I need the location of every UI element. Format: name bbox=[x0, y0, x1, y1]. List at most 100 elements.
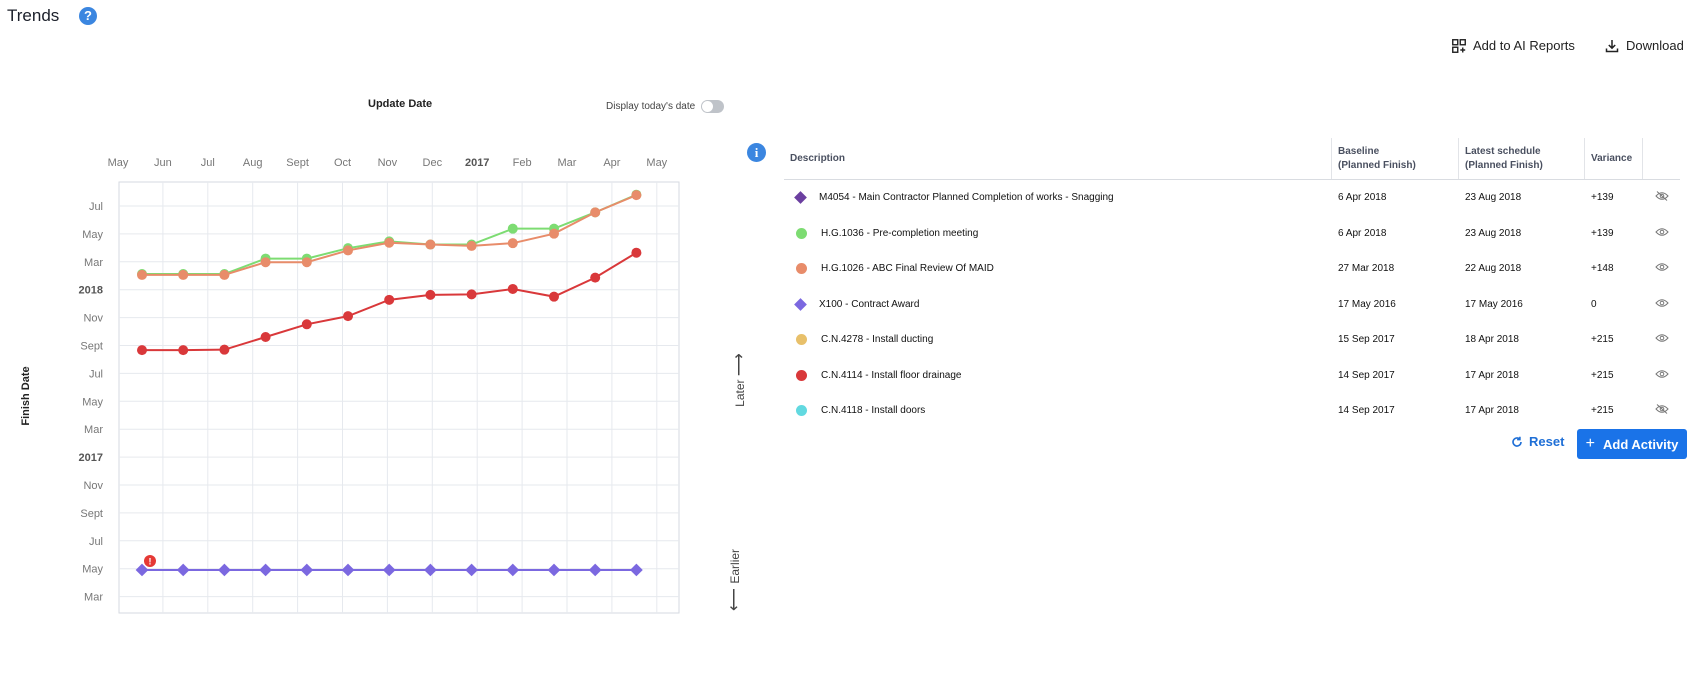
y-tick-label: Jul bbox=[89, 201, 103, 213]
plot-area bbox=[118, 181, 680, 614]
visibility-toggle[interactable] bbox=[1643, 191, 1680, 204]
y-tick-label: May bbox=[82, 564, 103, 576]
x-tick-label: Apr bbox=[603, 157, 620, 169]
description-cell: C.N.4114 - Install floor drainage bbox=[784, 369, 1332, 381]
display-today-label: Display today's date bbox=[606, 101, 696, 112]
info-icon[interactable]: i bbox=[747, 143, 766, 162]
column-baseline-label: Baseline (Planned Finish) bbox=[1338, 145, 1416, 173]
column-latest-line-1: Latest schedule bbox=[1465, 145, 1541, 157]
description-text: C.N.4278 - Install ducting bbox=[821, 334, 934, 346]
data-point bbox=[631, 247, 642, 258]
data-point bbox=[343, 245, 353, 256]
reset-button[interactable]: Reset bbox=[1511, 434, 1564, 449]
update-date-label: Update Date bbox=[368, 98, 433, 110]
x-tick-label: Jul bbox=[201, 157, 215, 169]
baseline-cell: 27 Mar 2018 bbox=[1338, 263, 1395, 275]
x-tick-label: Oct bbox=[334, 157, 351, 169]
description-cell: X100 - Contract Award bbox=[784, 297, 1332, 311]
x-tick-label: 2017 bbox=[465, 157, 489, 169]
data-point bbox=[301, 257, 312, 268]
y-tick-label: Sept bbox=[80, 341, 103, 353]
column-variance[interactable]: Variance bbox=[1585, 138, 1643, 179]
data-point bbox=[590, 207, 601, 218]
column-description[interactable]: Description bbox=[784, 138, 1332, 179]
description-text: M4054 - Main Contractor Planned Completi… bbox=[819, 192, 1114, 204]
eye-icon bbox=[1655, 228, 1669, 236]
data-point bbox=[260, 257, 271, 268]
table-row[interactable]: X100 - Contract Award 17 May 2016 17 May 2… bbox=[784, 287, 1680, 323]
download-button[interactable]: Download bbox=[1605, 38, 1684, 53]
visibility-toggle[interactable] bbox=[1643, 262, 1680, 275]
column-description-label: Description bbox=[790, 152, 846, 164]
circle-marker-icon bbox=[796, 334, 807, 346]
data-point bbox=[590, 272, 601, 283]
visibility-toggle[interactable] bbox=[1643, 298, 1680, 311]
diamond-marker-icon bbox=[794, 191, 807, 205]
column-baseline[interactable]: Baseline (Planned Finish) bbox=[1332, 138, 1459, 179]
description-text: X100 - Contract Award bbox=[819, 298, 920, 310]
data-point bbox=[384, 237, 395, 248]
variance-cell: 0 bbox=[1591, 298, 1597, 310]
table-row[interactable]: C.N.4114 - Install floor drainage 14 Sep … bbox=[784, 358, 1680, 394]
arrow-up-icon: ⟶ bbox=[730, 353, 748, 377]
eye-off-icon bbox=[1655, 404, 1669, 415]
data-point bbox=[137, 345, 147, 356]
data-point bbox=[425, 289, 436, 300]
add-to-ai-reports-button[interactable]: Add to AI Reports bbox=[1452, 38, 1575, 53]
data-point bbox=[507, 238, 518, 249]
description-text: C.N.4114 - Install floor drainage bbox=[821, 369, 962, 381]
table-row[interactable]: M4054 - Main Contractor Planned Completi… bbox=[784, 180, 1680, 216]
y-tick-label: 2018 bbox=[79, 285, 103, 297]
visibility-toggle[interactable] bbox=[1643, 369, 1680, 382]
trend-chart: May Jun Jul Aug Sept Oct Nov Dec 2017 Feb Mar Apr Ma… bbox=[79, 157, 680, 614]
table-row[interactable]: H.G.1036 - Pre-completion meeting 6 Apr 2… bbox=[784, 216, 1680, 252]
table-row[interactable]: H.G.1026 - ABC Final Review Of MAID 27 Ma… bbox=[784, 251, 1680, 287]
data-point bbox=[178, 269, 189, 280]
baseline-cell: 14 Sep 2017 bbox=[1338, 369, 1395, 381]
visibility-toggle[interactable] bbox=[1643, 227, 1680, 240]
latest-cell: 17 Apr 2018 bbox=[1465, 369, 1519, 381]
circle-marker-icon bbox=[796, 405, 807, 417]
later-annotation: Later ⟶ bbox=[729, 353, 749, 407]
add-activity-button[interactable]: + Add Activity bbox=[1577, 429, 1687, 459]
description-cell: H.G.1036 - Pre-completion meeting bbox=[784, 227, 1332, 239]
data-point bbox=[137, 269, 147, 280]
data-point bbox=[549, 228, 559, 239]
eye-off-icon bbox=[1655, 191, 1669, 202]
data-point bbox=[466, 240, 477, 251]
baseline-cell: 6 Apr 2018 bbox=[1338, 192, 1387, 204]
baseline-cell: 14 Sep 2017 bbox=[1338, 405, 1395, 417]
description-cell: C.N.4278 - Install ducting bbox=[784, 334, 1332, 346]
data-point bbox=[219, 344, 230, 355]
y-tick-label: Nov bbox=[83, 313, 103, 325]
description-cell: C.N.4118 - Install doors bbox=[784, 405, 1332, 417]
data-point bbox=[178, 345, 189, 356]
visibility-toggle[interactable] bbox=[1643, 333, 1680, 346]
column-variance-label: Variance bbox=[1591, 152, 1633, 164]
column-latest-label: Latest schedule (Planned Finish) bbox=[1465, 145, 1543, 173]
earlier-annotation: ⟵ Earlier bbox=[724, 549, 744, 611]
data-point bbox=[507, 223, 518, 234]
description-text: C.N.4118 - Install doors bbox=[821, 405, 926, 417]
dashboard-icon bbox=[1452, 38, 1466, 53]
variance-cell: +215 bbox=[1591, 369, 1614, 381]
variance-cell: +215 bbox=[1591, 405, 1614, 417]
variance-cell: +139 bbox=[1591, 192, 1614, 204]
diamond-marker-icon bbox=[794, 297, 807, 311]
add-to-ai-reports-label: Add to AI Reports bbox=[1473, 38, 1575, 53]
refresh-icon bbox=[1512, 436, 1522, 447]
table-row[interactable]: C.N.4118 - Install doors 14 Sep 2017 17 Ap… bbox=[784, 393, 1680, 429]
x-tick-label: Feb bbox=[513, 157, 532, 169]
latest-cell: 22 Aug 2018 bbox=[1465, 263, 1522, 275]
plus-icon: + bbox=[1585, 435, 1595, 452]
help-icon[interactable]: ? bbox=[79, 7, 97, 25]
column-latest[interactable]: Latest schedule (Planned Finish) bbox=[1459, 138, 1585, 179]
data-point bbox=[631, 190, 642, 201]
eye-icon bbox=[1655, 370, 1669, 378]
visibility-toggle[interactable] bbox=[1643, 404, 1680, 417]
column-latest-line-2: (Planned Finish) bbox=[1465, 159, 1543, 171]
latest-cell: 23 Aug 2018 bbox=[1465, 227, 1522, 239]
display-today-toggle[interactable] bbox=[701, 100, 725, 113]
table-row[interactable]: C.N.4278 - Install ducting 15 Sep 2017 18 … bbox=[784, 322, 1680, 358]
y-tick-label: Mar bbox=[84, 592, 103, 604]
